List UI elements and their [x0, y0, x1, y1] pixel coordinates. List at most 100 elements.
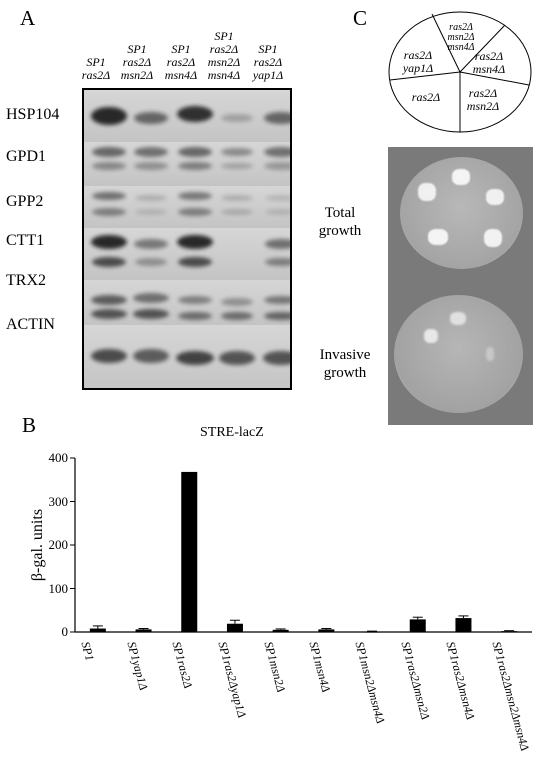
blot-band: [135, 209, 167, 215]
colony: [484, 229, 502, 247]
lane-label-line: SP1: [171, 42, 191, 56]
lane-label-line: ras2Δ: [122, 55, 152, 69]
blot-band: [134, 239, 168, 249]
blot-band: [177, 235, 213, 249]
blot-band: [178, 192, 212, 200]
bar: [318, 629, 335, 632]
blot-band: [91, 349, 127, 363]
bar: [501, 631, 518, 633]
colony: [428, 229, 448, 245]
band-label: CTT1: [6, 232, 45, 249]
blot-band: [221, 312, 253, 320]
total-growth-label: Total growth: [318, 205, 362, 239]
blot-band: [265, 239, 290, 249]
blot-band: [264, 147, 290, 157]
pie-label: ras2Δ msn2Δ msn4Δ: [436, 23, 486, 53]
lane-label-line: ras2Δ: [209, 42, 239, 56]
blot-band: [92, 208, 126, 216]
blot-band: [133, 309, 169, 319]
blot-band: [91, 295, 127, 305]
blot-band: [92, 147, 126, 157]
bar: [409, 619, 426, 632]
y-tick-label: 0: [61, 624, 69, 639]
blot-band: [221, 209, 253, 215]
blot-band: [264, 296, 290, 304]
blot-band: [178, 147, 212, 157]
bar: [272, 629, 289, 632]
band-label: ACTIN: [6, 316, 55, 333]
blot-band: [135, 195, 167, 201]
lane-label-line: yap1Δ: [252, 68, 284, 82]
pie-label-line: ras2Δ: [468, 86, 498, 100]
blot-band: [178, 296, 212, 304]
blot-band: [264, 162, 290, 170]
blot-band: [91, 309, 127, 319]
blot-band: [178, 208, 212, 216]
bar: [181, 471, 198, 632]
blot-band: [92, 192, 126, 200]
lane-label-line: ras2Δ: [253, 55, 283, 69]
blot-band: [265, 258, 290, 266]
colony: [418, 183, 436, 201]
blot-band: [221, 114, 253, 122]
blot-band: [177, 106, 213, 122]
lane-label: SP1 ras2Δ msn4Δ: [151, 43, 211, 82]
pie-label-line: msn4Δ: [472, 62, 506, 76]
bar: [364, 631, 381, 633]
colony: [452, 169, 470, 185]
band-label: GPD1: [6, 148, 47, 165]
blot-band: [221, 148, 253, 156]
lane-label-line: ras2Δ: [81, 68, 111, 82]
colony: [450, 312, 466, 325]
y-tick-label: 400: [48, 450, 69, 465]
pie-label: ras2Δ: [401, 89, 451, 104]
blot-band: [263, 351, 290, 365]
invasive-growth-label: Invasive growth: [319, 347, 371, 381]
blot-band: [134, 162, 168, 170]
blot-band: [134, 147, 168, 157]
bar: [89, 628, 106, 632]
blot-band: [91, 107, 127, 125]
chart-title: STRE-lacZ: [200, 425, 264, 440]
bar: [226, 623, 243, 632]
lane-label-line: ras2Δ: [166, 55, 196, 69]
y-tick-label: 300: [48, 493, 69, 509]
western-blot-image: [82, 88, 292, 390]
blot-band: [264, 112, 290, 124]
y-tick-label: 100: [48, 580, 69, 596]
blot-band: [91, 235, 127, 249]
lane-label-line: msn4Δ: [207, 68, 241, 82]
lane-label: SP1 ras2Δ msn2Δ msn4Δ: [194, 30, 254, 82]
band-label: TRX2: [6, 272, 46, 289]
pie-label: ras2Δ yap1Δ: [393, 49, 443, 75]
lane-label-line: msn2Δ: [207, 55, 241, 69]
pie-label-line: ras2Δ: [474, 49, 504, 63]
pie-label-line: msn2Δ: [447, 32, 475, 43]
blot-band: [133, 293, 169, 303]
pie-label: ras2Δ msn4Δ: [464, 50, 514, 76]
blot-band: [264, 312, 290, 320]
blot-band: [176, 351, 214, 365]
pie-label-line: ras2Δ: [411, 89, 441, 104]
lane-label-line: SP1: [127, 42, 147, 56]
strain-layout-pie: [388, 11, 532, 133]
pie-label-line: ras2Δ: [403, 48, 433, 62]
plate-photo: [388, 147, 533, 425]
colony: [486, 189, 504, 205]
blot-band: [92, 257, 126, 267]
bar: [135, 629, 152, 632]
pie-label-line: msn2Δ: [466, 99, 500, 113]
blot-band: [265, 195, 290, 201]
lane-label: SP1 ras2Δ msn2Δ: [107, 43, 167, 82]
blot-band: [221, 298, 253, 306]
blot-band: [135, 258, 167, 266]
blot-band: [219, 351, 255, 365]
panel-b-letter: B: [22, 413, 37, 437]
blot-band: [133, 349, 169, 363]
blot-band: [178, 312, 212, 320]
lane-label: SP1 ras2Δ: [66, 56, 126, 82]
blot-band: [92, 162, 126, 170]
lane-label-line: SP1: [258, 42, 278, 56]
blot-band: [178, 257, 212, 267]
